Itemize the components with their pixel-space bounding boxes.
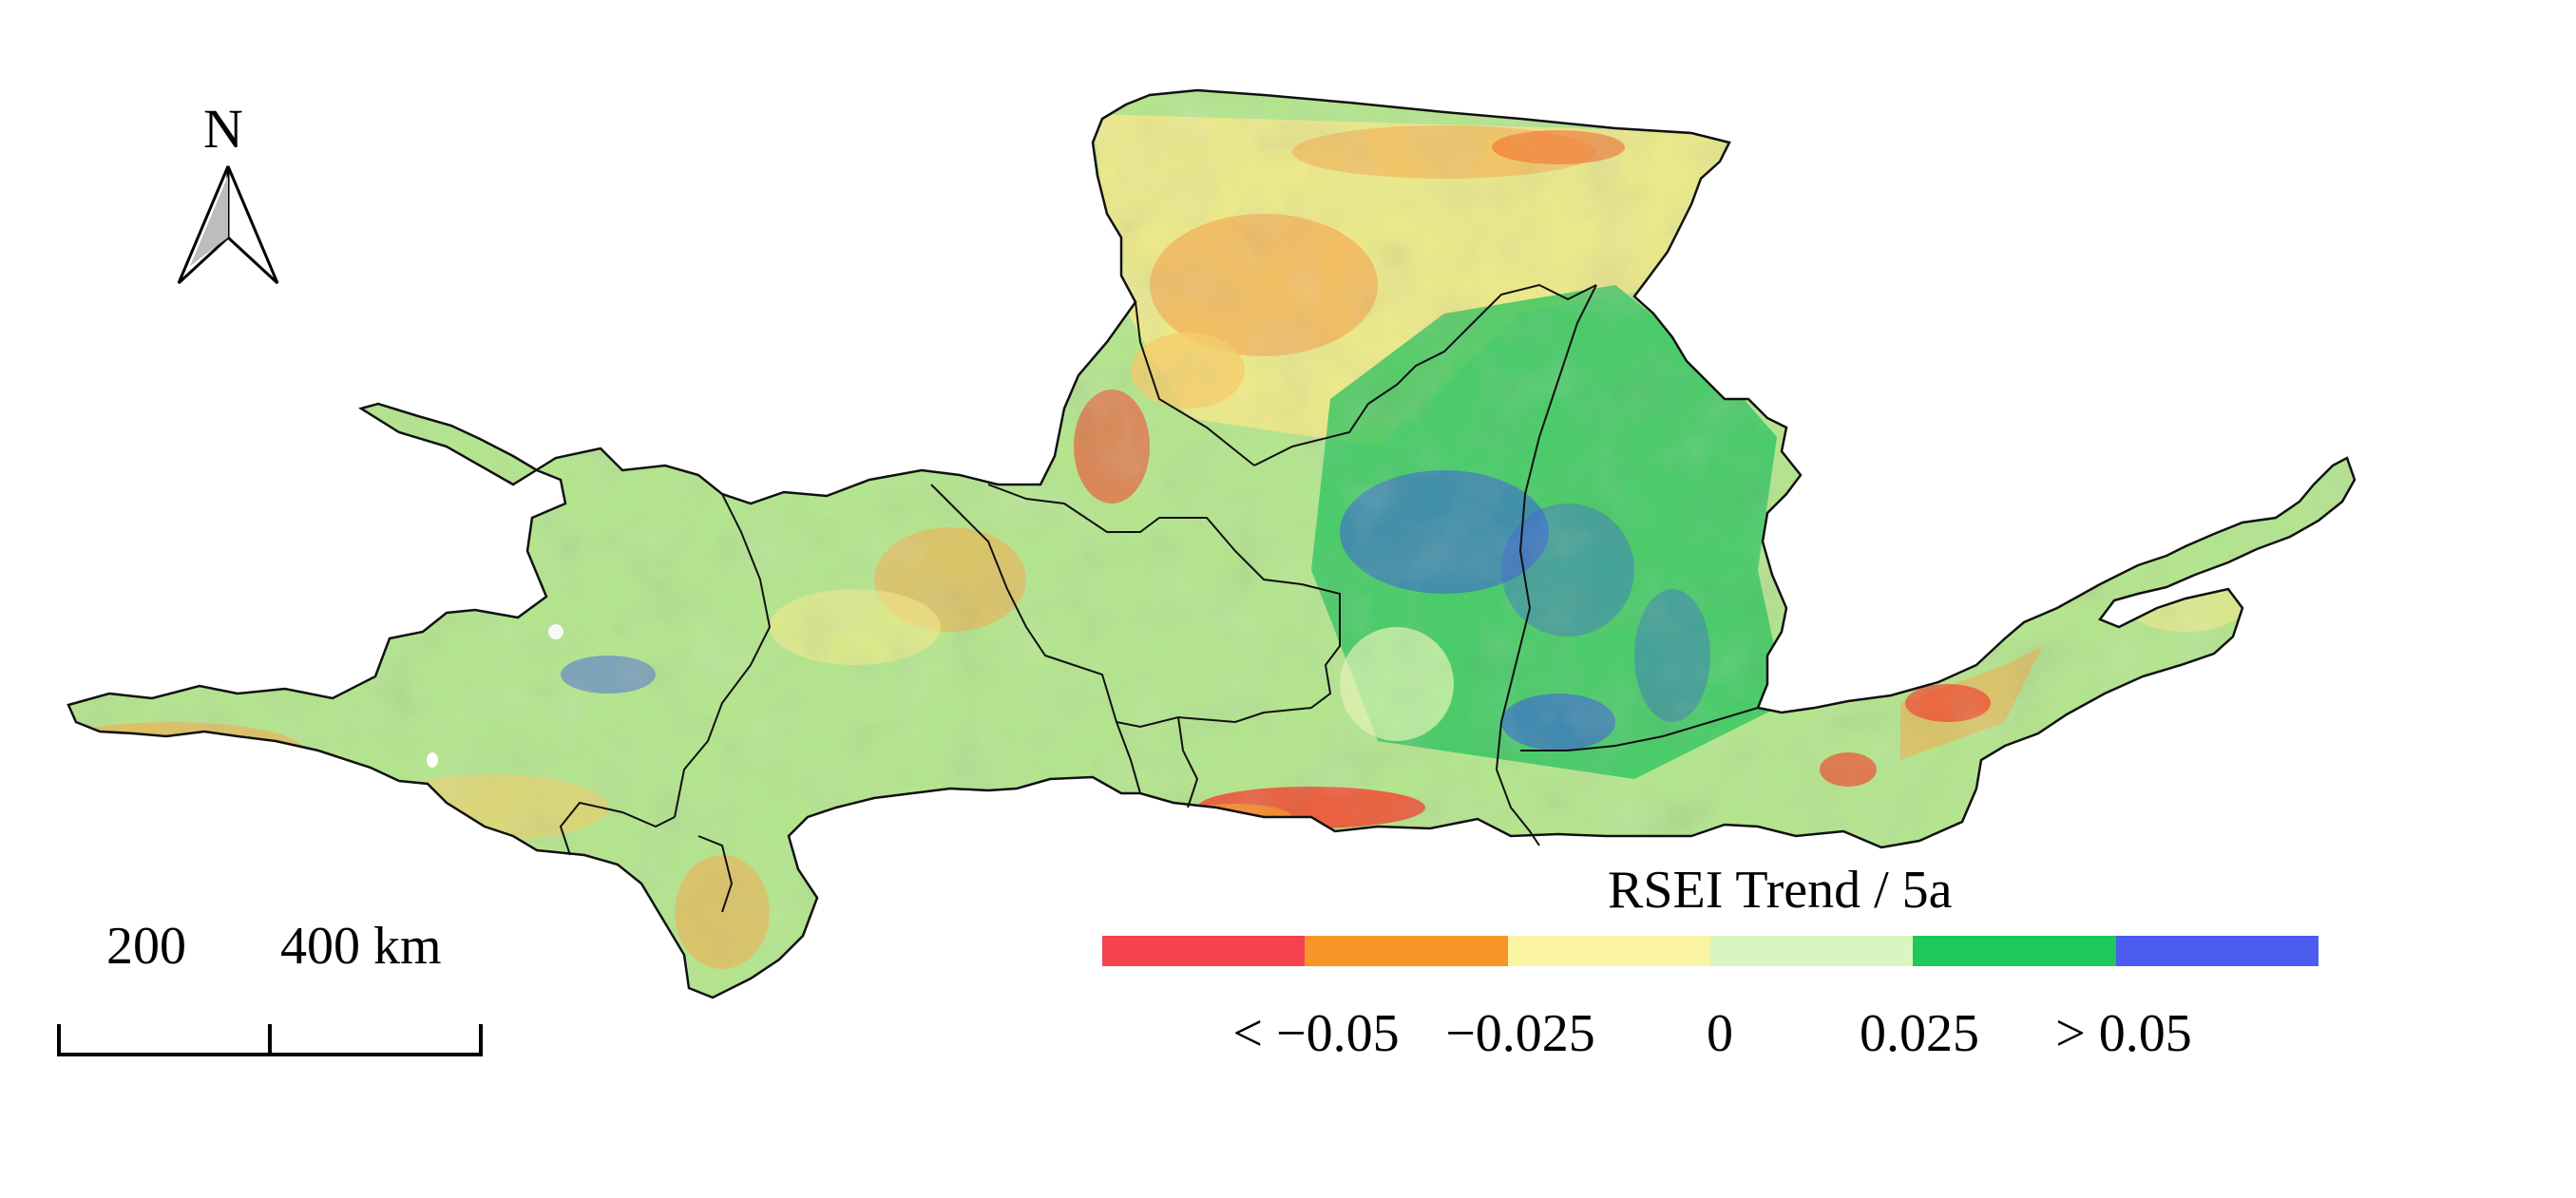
legend-swatch-strong-increase [2115,936,2318,966]
scale-bar [57,1024,483,1056]
north-arrow-icon [177,165,279,285]
legend-swatch-increase [1913,936,2116,966]
scale-bar-mid-label: 200 [106,917,186,976]
legend-swatch-strong-decline [1102,936,1306,966]
scale-bar-end-label: 400 km [280,917,442,976]
legend-swatch-slight-increase [1709,936,1914,966]
legend-tick: 0 [1707,1004,1733,1063]
legend-swatch-decline [1305,936,1508,966]
legend-tick: < −0.05 [1232,1004,1400,1063]
legend-title: RSEI Trend / 5a [1608,861,1953,920]
legend-tick: > 0.05 [2055,1004,2192,1063]
basin-boundary [67,88,2357,999]
province-boundaries [559,283,1759,913]
legend-swatch-slight-decline [1507,936,1710,966]
legend-tick: −0.025 [1445,1004,1595,1063]
legend-tick: 0.025 [1860,1004,1979,1063]
legend-color-bar [1102,936,2318,966]
north-label: N [203,98,243,160]
